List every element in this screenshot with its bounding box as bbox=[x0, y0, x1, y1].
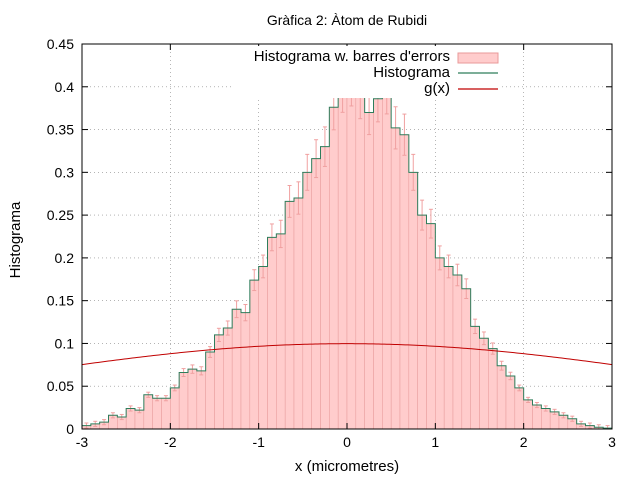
histogram-bar bbox=[170, 387, 180, 430]
x-tick-label: -1 bbox=[252, 434, 265, 450]
histogram-bar bbox=[541, 408, 551, 430]
legend: Histograma w. barres d'errors Histograma… bbox=[232, 46, 502, 98]
y-tick-label: 0 bbox=[66, 421, 74, 437]
histogram-bar bbox=[152, 397, 162, 430]
x-tick-label: 2 bbox=[520, 434, 528, 450]
histogram-bar bbox=[417, 214, 427, 430]
histogram-bar bbox=[470, 326, 480, 430]
x-tick-label: -3 bbox=[76, 434, 89, 450]
histogram-bar bbox=[125, 408, 136, 430]
histogram-bar bbox=[488, 348, 498, 430]
gx-line bbox=[81, 343, 613, 366]
histogram-bar bbox=[435, 257, 445, 430]
histogram-bar bbox=[496, 365, 507, 430]
histogram-bar bbox=[284, 201, 295, 430]
x-tick-label: 1 bbox=[431, 434, 439, 450]
y-tick-label: 0.25 bbox=[47, 207, 74, 223]
gx-curve bbox=[81, 343, 613, 366]
histogram-bar bbox=[364, 112, 374, 430]
histogram-bar bbox=[196, 370, 206, 430]
histogram-bar bbox=[276, 233, 286, 430]
histogram-bar bbox=[143, 394, 153, 430]
chart-title: Gràfica 2: Àtom de Rubidi bbox=[267, 12, 427, 28]
y-tick-label: 0.3 bbox=[55, 164, 75, 180]
histogram-bar bbox=[223, 327, 233, 430]
histogram-bar bbox=[249, 279, 259, 430]
histogram-bar bbox=[187, 368, 198, 430]
legend-swatch-bars bbox=[457, 52, 499, 64]
histogram-bar bbox=[205, 351, 215, 430]
histogram-bar bbox=[426, 223, 436, 430]
y-tick-label: 0.1 bbox=[55, 335, 75, 351]
histogram-bar bbox=[293, 197, 304, 430]
histogram-bar bbox=[505, 375, 516, 430]
histogram-bar bbox=[461, 288, 471, 430]
histogram-bar bbox=[161, 397, 171, 430]
histogram-bar bbox=[302, 172, 312, 430]
y-axis-label: Histograma bbox=[7, 201, 24, 278]
histogram-bar bbox=[320, 146, 330, 430]
histogram-bar bbox=[408, 172, 418, 430]
legend-label-steps: Histograma bbox=[373, 64, 450, 81]
x-tick-label: 0 bbox=[343, 434, 351, 450]
histogram-bar bbox=[452, 274, 463, 430]
histogram-bar bbox=[231, 308, 242, 430]
histogram-bar bbox=[240, 312, 251, 430]
y-tick-label: 0.4 bbox=[55, 79, 75, 95]
histogram-bar bbox=[329, 107, 339, 430]
histogram-bar bbox=[514, 387, 524, 430]
histogram-bar bbox=[479, 338, 489, 430]
histogram-bar bbox=[355, 95, 365, 430]
histogram-bar bbox=[311, 158, 321, 430]
histogram-bar bbox=[258, 266, 268, 430]
legend-box bbox=[232, 46, 502, 98]
histogram-bar bbox=[399, 134, 410, 430]
x-tick-label: -2 bbox=[164, 434, 177, 450]
histogram-bar bbox=[523, 399, 533, 430]
y-tick-label: 0.35 bbox=[47, 122, 74, 138]
axis-ticks: -3 -2 -1 0 1 2 3 0 0.05 0.1 0.15 0.2 0.25 0.3 0.35 0.4 0… bbox=[47, 36, 616, 450]
y-tick-label: 0.15 bbox=[47, 293, 74, 309]
histogram-bar bbox=[382, 89, 392, 430]
histogram-bar bbox=[373, 98, 383, 430]
x-tick-label: 3 bbox=[608, 434, 616, 450]
histogram-bar bbox=[337, 88, 348, 430]
y-tick-label: 0.45 bbox=[47, 36, 74, 52]
histogram-bar bbox=[532, 404, 542, 430]
x-axis-label: x (micrometres) bbox=[295, 458, 399, 475]
y-tick-label: 0.05 bbox=[47, 378, 74, 394]
histogram-bar bbox=[178, 372, 189, 430]
histogram-bar bbox=[346, 81, 357, 430]
legend-label-gx: g(x) bbox=[424, 80, 450, 97]
y-tick-label: 0.2 bbox=[55, 250, 75, 266]
histogram-bar bbox=[267, 237, 277, 430]
histogram-bar bbox=[390, 127, 401, 430]
legend-label-bars: Histograma w. barres d'errors bbox=[254, 48, 450, 65]
